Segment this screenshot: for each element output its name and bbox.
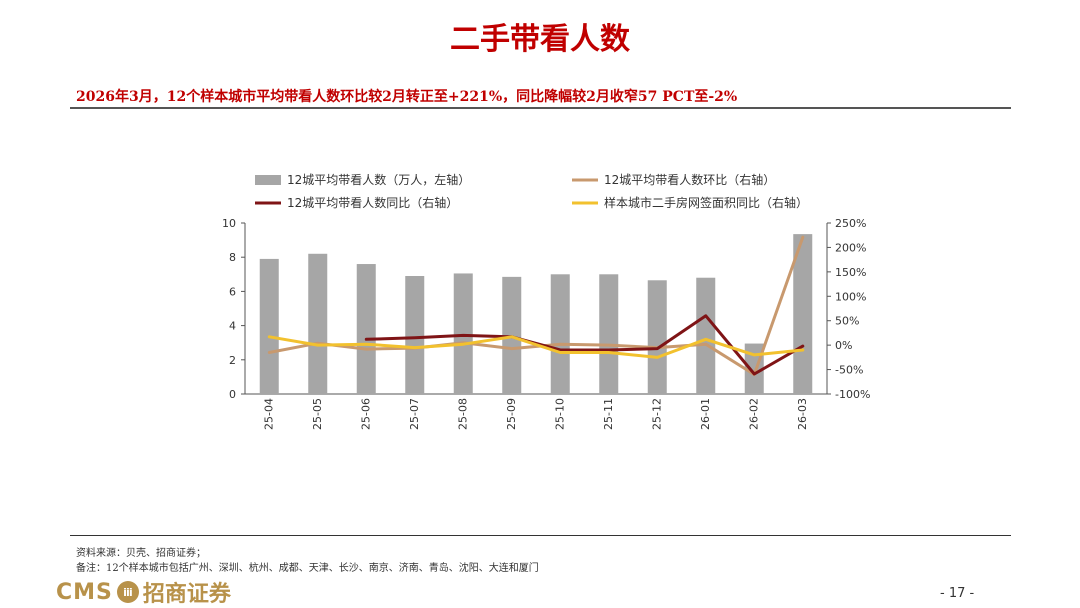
legend-label: 12城平均带看人数（万人，左轴） <box>287 172 470 187</box>
right-tick-label: 150% <box>835 266 866 279</box>
legend-swatch-bar <box>255 175 281 185</box>
bar <box>647 280 667 394</box>
right-tick-label: 200% <box>835 241 866 254</box>
left-tick-label: 10 <box>222 217 236 230</box>
x-tick-label: 25-08 <box>456 398 469 430</box>
right-tick-label: 50% <box>835 315 859 328</box>
page-title: 二手带看人数 <box>450 22 630 57</box>
right-tick-label: 250% <box>835 217 866 230</box>
left-tick-label: 8 <box>229 251 236 264</box>
series-line-3 <box>267 335 805 359</box>
legend-label: 样本城市二手房网签面积同比（右轴） <box>604 195 808 210</box>
x-tick-label: 26-02 <box>747 398 760 430</box>
series-line-1 <box>267 235 805 376</box>
logo-badge-icon: ⅲ <box>116 581 139 603</box>
left-tick-label: 6 <box>229 285 236 298</box>
x-tick-label: 25-04 <box>262 398 275 430</box>
logo-cn-text: 招商证券 <box>142 581 231 607</box>
page-subtitle: 2026年3月，12个样本城市平均带看人数环比较2月转正至+221%，同比降幅较… <box>76 89 738 105</box>
bar <box>405 276 425 394</box>
x-tick-label: 25-05 <box>311 398 324 430</box>
right-tick-label: -50% <box>835 364 863 377</box>
series-line-2 <box>364 314 805 376</box>
right-tick-label: 0% <box>835 339 852 352</box>
x-tick-label: 25-07 <box>408 398 421 430</box>
right-tick-label: 100% <box>835 290 866 303</box>
footnote: 备注：12个样本城市包括广州、深圳、杭州、成都、天津、长沙、南京、济南、青岛、沈… <box>76 563 539 574</box>
logo-cms-text: CMS <box>56 579 113 605</box>
bar <box>308 253 328 394</box>
x-tick-label: 26-01 <box>699 398 712 430</box>
bar <box>550 274 570 394</box>
left-tick-label: 2 <box>229 354 236 367</box>
bar <box>793 234 813 394</box>
bar <box>259 258 279 394</box>
x-tick-label: 25-10 <box>553 398 566 430</box>
bar <box>599 274 619 394</box>
x-tick-label: 26-03 <box>796 398 809 430</box>
bar <box>744 343 764 394</box>
bar <box>453 273 473 394</box>
x-tick-label: 25-11 <box>602 398 615 430</box>
source-note: 资料来源：贝壳、招商证券； <box>76 548 206 559</box>
bottom-divider <box>70 535 1011 536</box>
x-tick-label: 25-09 <box>505 398 518 430</box>
page-number: - 17 - <box>940 586 975 601</box>
right-tick-label: -100% <box>835 388 870 401</box>
top-divider <box>70 107 1011 109</box>
left-tick-label: 0 <box>229 388 236 401</box>
x-tick-label: 25-12 <box>650 398 663 430</box>
x-tick-label: 25-06 <box>359 398 372 430</box>
company-logo: CMS ⅲ 招商证券 <box>56 576 231 608</box>
left-tick-label: 4 <box>229 320 236 333</box>
bar <box>356 264 376 394</box>
legend-label: 12城平均带看人数环比（右轴） <box>604 172 775 187</box>
legend-label: 12城平均带看人数同比（右轴） <box>287 195 458 210</box>
bar <box>696 277 716 394</box>
